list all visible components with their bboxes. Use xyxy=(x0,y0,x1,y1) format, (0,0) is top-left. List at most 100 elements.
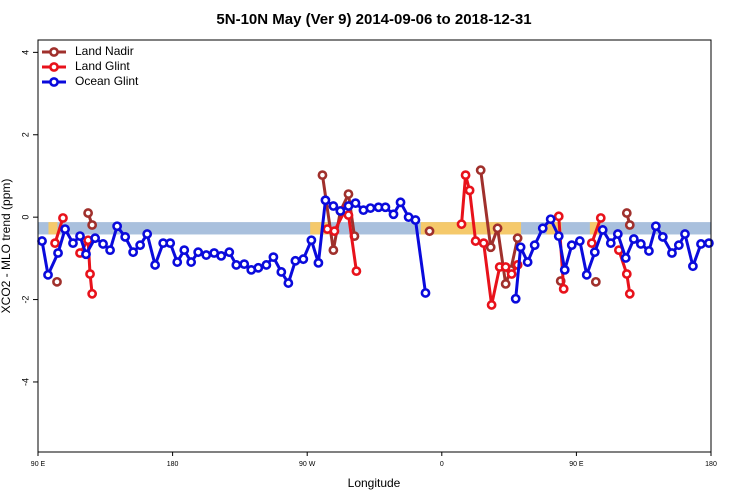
data-point xyxy=(87,220,98,230)
data-point xyxy=(193,247,204,258)
data-point xyxy=(559,264,570,275)
y-tick-label: 4 xyxy=(20,50,30,55)
y-tick-label: -4 xyxy=(20,378,30,386)
data-point xyxy=(410,215,421,225)
data-point xyxy=(350,198,361,209)
data-point xyxy=(328,245,339,256)
data-point xyxy=(283,278,294,288)
data-point xyxy=(492,223,503,234)
data-point xyxy=(537,223,548,234)
data-point xyxy=(553,231,564,242)
data-point xyxy=(597,225,608,235)
data-point xyxy=(696,239,706,249)
x-tick-label: 90 E xyxy=(569,461,584,468)
data-point xyxy=(112,221,123,232)
data-point xyxy=(81,249,91,260)
data-point xyxy=(515,242,526,253)
data-point xyxy=(165,238,176,249)
data-point xyxy=(268,252,279,263)
legend-marker xyxy=(49,47,59,57)
legend-label: Land Nadir xyxy=(75,44,134,58)
data-point xyxy=(87,288,98,299)
x-tick-label: 90 W xyxy=(299,461,316,468)
data-point xyxy=(320,195,331,206)
data-point xyxy=(290,255,301,266)
data-point xyxy=(351,266,362,277)
series-line xyxy=(479,169,520,286)
x-axis-label: Longitude xyxy=(348,476,401,490)
data-point xyxy=(261,260,272,270)
data-point xyxy=(574,236,585,246)
band-highlight xyxy=(420,222,522,235)
data-point xyxy=(335,206,346,216)
reference-band xyxy=(38,222,711,235)
data-point xyxy=(343,189,354,199)
data-point xyxy=(510,293,521,304)
data-point xyxy=(90,233,101,244)
data-point xyxy=(142,229,153,239)
data-point xyxy=(688,261,698,272)
data-point xyxy=(624,288,635,299)
x-tick-label: 180 xyxy=(167,461,179,468)
data-point xyxy=(179,245,190,256)
data-point xyxy=(43,269,53,280)
data-point xyxy=(673,240,684,251)
data-point xyxy=(60,224,70,235)
legend-label: Land Glint xyxy=(75,59,130,73)
data-point xyxy=(612,229,623,239)
x-tick-label: 90 E xyxy=(31,461,46,468)
data-point xyxy=(329,226,340,237)
data-point xyxy=(621,269,632,279)
data-point xyxy=(635,239,646,249)
data-point xyxy=(464,185,475,196)
data-point xyxy=(558,283,569,294)
data-point xyxy=(306,235,317,246)
data-point xyxy=(650,221,661,232)
data-point xyxy=(75,231,85,242)
legend-label: Ocean Glint xyxy=(75,74,139,88)
data-point xyxy=(512,233,523,244)
data-point xyxy=(529,240,540,251)
data-point xyxy=(216,250,227,261)
data-point xyxy=(298,254,309,265)
data-point xyxy=(201,250,212,260)
data-point xyxy=(37,236,47,246)
data-point xyxy=(545,214,556,225)
y-tick-label: 2 xyxy=(20,132,30,137)
data-point xyxy=(620,253,631,263)
data-point xyxy=(553,211,564,222)
data-point xyxy=(657,232,668,242)
data-point xyxy=(420,288,431,298)
data-point xyxy=(388,209,399,220)
data-point xyxy=(486,300,497,310)
data-point xyxy=(120,232,131,242)
data-point xyxy=(485,242,496,253)
data-point xyxy=(380,202,391,213)
data-point xyxy=(365,203,376,213)
data-point xyxy=(128,247,139,258)
data-point xyxy=(624,220,635,230)
data-point xyxy=(566,240,577,251)
y-tick-label: -2 xyxy=(20,296,30,304)
data-point xyxy=(276,267,287,277)
data-point xyxy=(105,245,115,256)
data-point xyxy=(667,248,677,258)
data-point xyxy=(58,213,68,223)
data-point xyxy=(424,226,435,237)
data-point xyxy=(395,197,406,208)
data-point xyxy=(621,208,632,218)
data-point xyxy=(605,238,616,249)
data-point xyxy=(224,247,235,258)
data-point xyxy=(506,269,517,279)
data-point xyxy=(500,262,511,272)
data-point xyxy=(644,246,654,256)
band-highlight xyxy=(48,222,58,235)
legend-marker xyxy=(49,62,59,72)
data-point xyxy=(586,238,597,249)
data-point xyxy=(475,165,486,176)
data-point xyxy=(313,257,324,268)
data-point xyxy=(83,208,94,218)
x-tick-label: 0 xyxy=(440,461,444,468)
